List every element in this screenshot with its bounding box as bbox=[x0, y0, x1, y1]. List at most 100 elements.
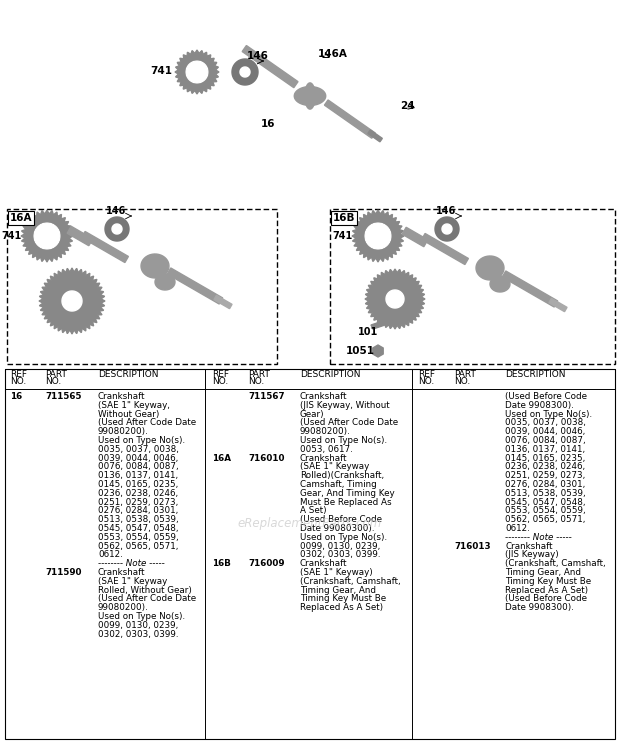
Text: 741: 741 bbox=[333, 231, 353, 241]
Text: DESCRIPTION: DESCRIPTION bbox=[300, 370, 360, 379]
Text: (Crankshaft, Camshaft,: (Crankshaft, Camshaft, bbox=[505, 559, 606, 568]
Text: 0136, 0137, 0141,: 0136, 0137, 0141, bbox=[98, 471, 178, 480]
Text: 16B: 16B bbox=[212, 559, 231, 568]
Text: 0276, 0284, 0301,: 0276, 0284, 0301, bbox=[505, 480, 585, 489]
Polygon shape bbox=[82, 231, 128, 263]
Text: 146: 146 bbox=[247, 51, 269, 61]
Text: (Used Before Code: (Used Before Code bbox=[300, 515, 382, 525]
Polygon shape bbox=[476, 256, 504, 280]
Text: Used on Type No(s).: Used on Type No(s). bbox=[98, 612, 185, 621]
Text: 711565: 711565 bbox=[45, 392, 81, 401]
Bar bbox=[0, 0, 620, 204]
Bar bbox=[8, 211, 34, 225]
Polygon shape bbox=[67, 226, 93, 246]
Text: Used on Type No(s).: Used on Type No(s). bbox=[98, 436, 185, 445]
Text: 0251, 0259, 0273,: 0251, 0259, 0273, bbox=[505, 471, 585, 480]
Text: (SAE 1" Keyway: (SAE 1" Keyway bbox=[98, 577, 167, 586]
Text: 0562, 0565, 0571,: 0562, 0565, 0571, bbox=[505, 515, 585, 525]
Polygon shape bbox=[386, 290, 404, 308]
Text: 0553, 0554, 0559,: 0553, 0554, 0559, bbox=[98, 533, 179, 542]
Text: DESCRIPTION: DESCRIPTION bbox=[505, 370, 565, 379]
Polygon shape bbox=[502, 271, 558, 307]
Text: Replaced As A Set): Replaced As A Set) bbox=[300, 603, 383, 612]
Text: 16A: 16A bbox=[212, 454, 231, 463]
Polygon shape bbox=[435, 217, 459, 241]
Text: 99080200).: 99080200). bbox=[98, 603, 149, 612]
Text: Crankshaft: Crankshaft bbox=[98, 568, 146, 577]
Text: 0145, 0165, 0235,: 0145, 0165, 0235, bbox=[505, 454, 585, 463]
Text: (JIS Keyway, Without: (JIS Keyway, Without bbox=[300, 401, 389, 410]
Polygon shape bbox=[105, 217, 129, 241]
Text: 741: 741 bbox=[2, 231, 22, 241]
Polygon shape bbox=[167, 268, 223, 304]
Text: 16: 16 bbox=[10, 392, 22, 401]
Text: (Used After Code Date: (Used After Code Date bbox=[300, 418, 398, 427]
Polygon shape bbox=[21, 210, 73, 262]
Text: DESCRIPTION: DESCRIPTION bbox=[98, 370, 159, 379]
Polygon shape bbox=[371, 320, 388, 329]
Text: Date 99080300).: Date 99080300). bbox=[300, 524, 374, 533]
Text: Crankshaft: Crankshaft bbox=[300, 454, 347, 463]
Text: Rolled, Without Gear): Rolled, Without Gear) bbox=[98, 586, 192, 594]
Text: REF: REF bbox=[418, 370, 435, 379]
Text: -------- Note -----: -------- Note ----- bbox=[98, 559, 165, 568]
Text: Timing Gear, And: Timing Gear, And bbox=[505, 568, 581, 577]
Text: Gear, And Timing Key: Gear, And Timing Key bbox=[300, 489, 394, 498]
Text: 24: 24 bbox=[400, 101, 415, 111]
Text: Timing Gear, And: Timing Gear, And bbox=[300, 586, 376, 594]
Text: 101: 101 bbox=[358, 327, 378, 337]
Text: 0035, 0037, 0038,: 0035, 0037, 0038, bbox=[98, 445, 179, 454]
Polygon shape bbox=[442, 224, 452, 234]
Text: Replaced As A Set): Replaced As A Set) bbox=[505, 586, 588, 594]
Text: NO.: NO. bbox=[418, 377, 434, 386]
Text: Used on Type No(s).: Used on Type No(s). bbox=[300, 436, 387, 445]
Text: 0276, 0284, 0301,: 0276, 0284, 0301, bbox=[98, 507, 179, 516]
Polygon shape bbox=[294, 86, 326, 106]
Text: 0513, 0538, 0539,: 0513, 0538, 0539, bbox=[505, 489, 586, 498]
Text: eReplacementParts.com: eReplacementParts.com bbox=[238, 518, 382, 530]
Text: (SAE 1" Keyway: (SAE 1" Keyway bbox=[300, 463, 370, 472]
Text: NO.: NO. bbox=[454, 377, 470, 386]
Text: Crankshaft: Crankshaft bbox=[300, 559, 347, 568]
Polygon shape bbox=[324, 100, 375, 138]
Text: 0145, 0165, 0235,: 0145, 0165, 0235, bbox=[98, 480, 179, 489]
Text: REF: REF bbox=[10, 370, 27, 379]
Text: Without Gear): Without Gear) bbox=[98, 410, 159, 419]
Text: (Crankshaft, Camshaft,: (Crankshaft, Camshaft, bbox=[300, 577, 401, 586]
Text: 0136, 0137, 0141,: 0136, 0137, 0141, bbox=[505, 445, 585, 454]
Text: Date 9908300).: Date 9908300). bbox=[505, 603, 574, 612]
Polygon shape bbox=[242, 45, 298, 88]
Text: Crankshaft: Crankshaft bbox=[505, 542, 552, 551]
Polygon shape bbox=[34, 223, 60, 249]
Text: 0039, 0044, 0046,: 0039, 0044, 0046, bbox=[505, 427, 585, 436]
Text: 0513, 0538, 0539,: 0513, 0538, 0539, bbox=[98, 515, 179, 525]
Text: 0236, 0238, 0246,: 0236, 0238, 0246, bbox=[505, 463, 585, 472]
Text: 0053, 0617.: 0053, 0617. bbox=[300, 445, 353, 454]
Text: 16A: 16A bbox=[10, 213, 32, 223]
Text: 0612.: 0612. bbox=[505, 524, 529, 533]
Text: 99080200).: 99080200). bbox=[98, 427, 149, 436]
Text: 716013: 716013 bbox=[454, 542, 490, 551]
Text: (SAE 1" Keyway): (SAE 1" Keyway) bbox=[300, 568, 373, 577]
Polygon shape bbox=[305, 83, 315, 109]
Polygon shape bbox=[141, 254, 169, 278]
Polygon shape bbox=[549, 298, 567, 312]
Text: PART: PART bbox=[45, 370, 67, 379]
Text: REF: REF bbox=[212, 370, 229, 379]
Polygon shape bbox=[232, 59, 258, 85]
Text: Crankshaft: Crankshaft bbox=[300, 392, 347, 401]
Text: Gear): Gear) bbox=[300, 410, 325, 419]
Bar bbox=[5, 369, 615, 739]
Bar bbox=[330, 209, 615, 364]
Text: Timing Key Must Be: Timing Key Must Be bbox=[300, 594, 386, 603]
Text: NO.: NO. bbox=[45, 377, 61, 386]
Polygon shape bbox=[490, 276, 510, 292]
Bar bbox=[331, 211, 357, 225]
Text: 1051: 1051 bbox=[346, 346, 375, 356]
Text: 0076, 0084, 0087,: 0076, 0084, 0087, bbox=[505, 436, 586, 445]
Text: (Used After Code Date: (Used After Code Date bbox=[98, 418, 196, 427]
Text: (Used Before Code: (Used Before Code bbox=[505, 594, 587, 603]
Polygon shape bbox=[402, 227, 428, 247]
Text: 0076, 0084, 0087,: 0076, 0084, 0087, bbox=[98, 463, 179, 472]
Polygon shape bbox=[186, 61, 208, 83]
